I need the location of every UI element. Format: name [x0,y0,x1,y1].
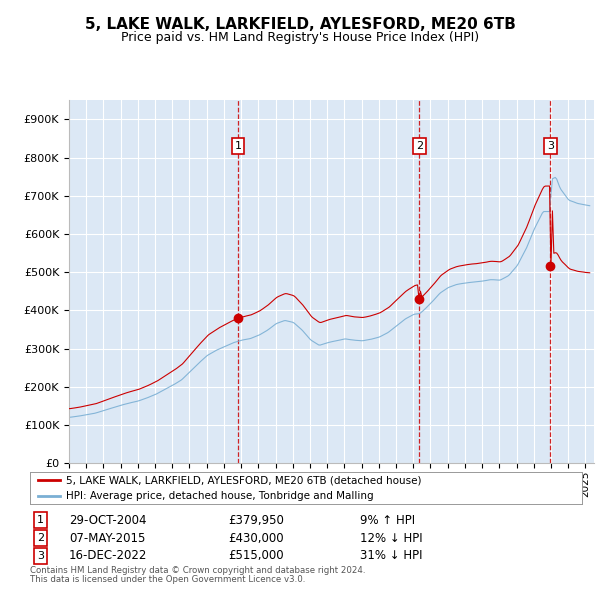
Text: 5, LAKE WALK, LARKFIELD, AYLESFORD, ME20 6TB (detached house): 5, LAKE WALK, LARKFIELD, AYLESFORD, ME20… [66,475,421,485]
Text: £379,950: £379,950 [228,514,284,527]
Text: 9% ↑ HPI: 9% ↑ HPI [360,514,415,527]
Text: 5, LAKE WALK, LARKFIELD, AYLESFORD, ME20 6TB: 5, LAKE WALK, LARKFIELD, AYLESFORD, ME20… [85,17,515,31]
Text: 3: 3 [547,141,554,151]
Text: Price paid vs. HM Land Registry's House Price Index (HPI): Price paid vs. HM Land Registry's House … [121,31,479,44]
Text: 16-DEC-2022: 16-DEC-2022 [69,549,148,562]
Text: £430,000: £430,000 [228,532,284,545]
Text: 1: 1 [37,516,44,525]
Text: £515,000: £515,000 [228,549,284,562]
Text: HPI: Average price, detached house, Tonbridge and Malling: HPI: Average price, detached house, Tonb… [66,491,374,502]
Text: 07-MAY-2015: 07-MAY-2015 [69,532,145,545]
Text: Contains HM Land Registry data © Crown copyright and database right 2024.: Contains HM Land Registry data © Crown c… [30,566,365,575]
Text: 1: 1 [235,141,242,151]
Text: This data is licensed under the Open Government Licence v3.0.: This data is licensed under the Open Gov… [30,575,305,584]
Text: 3: 3 [37,551,44,560]
Text: 12% ↓ HPI: 12% ↓ HPI [360,532,422,545]
Text: 29-OCT-2004: 29-OCT-2004 [69,514,146,527]
Text: 2: 2 [37,533,44,543]
Text: 31% ↓ HPI: 31% ↓ HPI [360,549,422,562]
Text: 2: 2 [416,141,423,151]
